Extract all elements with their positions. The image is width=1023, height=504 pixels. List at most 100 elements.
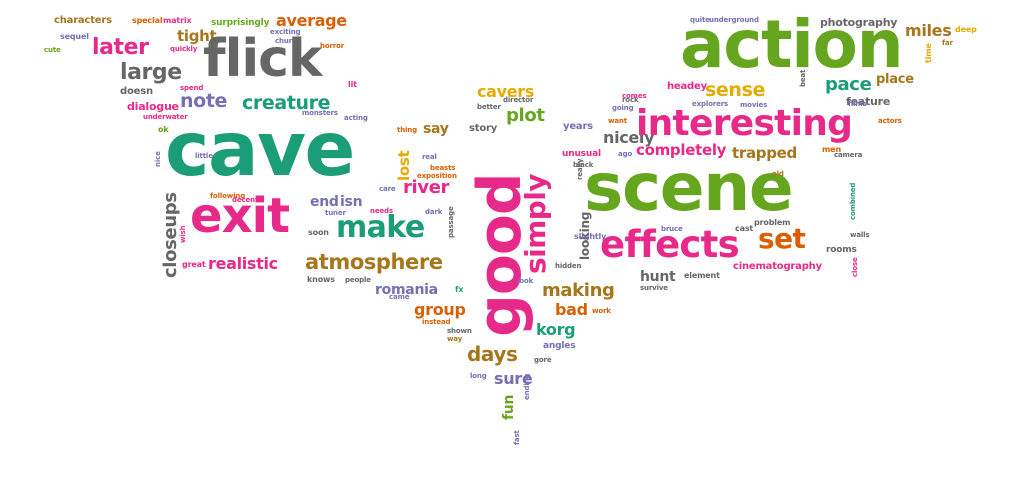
cloud-word: soon	[308, 228, 329, 237]
cloud-word: characters	[54, 15, 112, 26]
cloud-word: unusual	[562, 149, 601, 159]
cloud-word: director	[503, 96, 534, 104]
cloud-word: sense	[705, 79, 766, 101]
cloud-word: decent	[232, 196, 259, 204]
cloud-word: far	[942, 39, 953, 47]
cloud-word: real	[422, 153, 437, 161]
cloud-word: later	[92, 35, 149, 60]
cloud-word: large	[120, 60, 182, 85]
cloud-word: great	[182, 260, 206, 269]
cloud-word: nice	[154, 151, 162, 167]
cloud-word: note	[180, 90, 228, 112]
cloud-word: lit	[348, 80, 357, 89]
cloud-word: feature	[846, 95, 891, 108]
cloud-word: camera	[834, 151, 863, 159]
cloud-word: hidden	[555, 262, 582, 270]
cloud-word: surprisingly	[211, 18, 270, 28]
cloud-word: headey	[667, 81, 707, 92]
cloud-word: angles	[543, 341, 576, 351]
cloud-word: ago	[618, 150, 633, 158]
cloud-word: completely	[636, 141, 727, 159]
cloud-word: quite	[690, 16, 710, 24]
cloud-word: bruce	[661, 225, 683, 233]
cloud-word: tight	[177, 27, 217, 45]
cloud-word: isn	[340, 194, 363, 210]
cloud-word: exit	[190, 188, 290, 244]
cloud-word: photography	[820, 16, 898, 29]
cloud-word: exciting	[270, 28, 301, 36]
cloud-word: walls	[850, 231, 870, 239]
cloud-word: action	[680, 6, 904, 83]
cloud-word: beat	[799, 69, 807, 87]
cloud-word: underwater	[143, 113, 188, 121]
cloud-word: movies	[740, 101, 768, 109]
cloud-word: bad	[555, 300, 588, 319]
cloud-word: spend	[180, 84, 204, 92]
cloud-word: element	[684, 271, 720, 280]
cloud-word: cavers	[477, 82, 535, 101]
cloud-word: group	[414, 300, 466, 319]
cloud-word: nicely	[603, 128, 655, 147]
cloud-word: special	[132, 16, 163, 25]
cloud-word: people	[345, 276, 371, 284]
cloud-word: trapped	[732, 144, 797, 162]
cloud-word: days	[467, 342, 518, 366]
cloud-word: fast	[513, 430, 521, 445]
cloud-word: gore	[534, 356, 552, 364]
cloud-word: work	[592, 307, 611, 315]
cloud-word: doesn	[120, 86, 153, 97]
cloud-word: quickly	[170, 45, 198, 53]
cloud-word: comes	[622, 92, 647, 100]
cloud-word: little	[195, 152, 213, 160]
cloud-word: realistic	[208, 254, 278, 273]
cloud-word: passage	[447, 206, 455, 238]
cloud-word: beasts	[430, 164, 456, 172]
cloud-word: end	[310, 194, 339, 210]
cloud-word: fun	[501, 394, 517, 420]
cloud-word: river	[403, 177, 450, 198]
cloud-word: pace	[825, 74, 872, 95]
cloud-word: average	[276, 11, 347, 30]
cloud-word: story	[469, 123, 498, 134]
cloud-word: sequel	[60, 32, 89, 41]
cloud-word: hunt	[640, 269, 676, 285]
cloud-word: atmosphere	[305, 250, 443, 274]
cloud-word: rooms	[826, 245, 857, 255]
cloud-word: problem	[754, 218, 791, 227]
cloud-word: explorers	[692, 100, 729, 108]
cloud-word: exposition	[417, 172, 457, 180]
cloud-word: cinematography	[733, 261, 822, 272]
cloud-word: shown	[447, 327, 472, 335]
cloud-word: time	[924, 43, 933, 63]
cloud-word: men	[822, 145, 841, 154]
cloud-word: say	[423, 121, 449, 137]
cloud-word: fx	[455, 285, 464, 294]
cloud-word: cave	[165, 105, 355, 193]
cloud-word: way	[447, 335, 463, 343]
cloud-word: old	[772, 170, 784, 178]
cloud-word: close	[851, 257, 859, 277]
cloud-word: films	[848, 100, 867, 108]
cloud-word: korg	[536, 320, 576, 339]
cloud-word: needs	[370, 207, 393, 215]
cloud-word: actors	[878, 117, 902, 125]
cloud-word: ok	[158, 125, 169, 134]
cloud-word: simply	[519, 174, 552, 274]
cloud-word: underground	[709, 16, 759, 24]
cloud-word: church	[275, 37, 301, 45]
cloud-word: closeups	[160, 192, 181, 278]
cloud-word: sure	[494, 369, 533, 388]
cloud-word: plot	[506, 105, 545, 126]
cloud-word: lost	[395, 150, 413, 181]
cloud-word: matrix	[163, 16, 192, 25]
cloud-word: survive	[640, 284, 668, 292]
cloud-word: wish	[179, 225, 187, 243]
cloud-word: deep	[955, 25, 977, 34]
cloud-word: interesting	[636, 103, 853, 144]
cloud-word: cast	[735, 224, 754, 233]
cloud-word: combined	[849, 182, 857, 220]
cloud-word: dark	[425, 208, 443, 216]
cloud-word: slightly	[574, 232, 607, 241]
cloud-word: flick	[203, 29, 323, 89]
